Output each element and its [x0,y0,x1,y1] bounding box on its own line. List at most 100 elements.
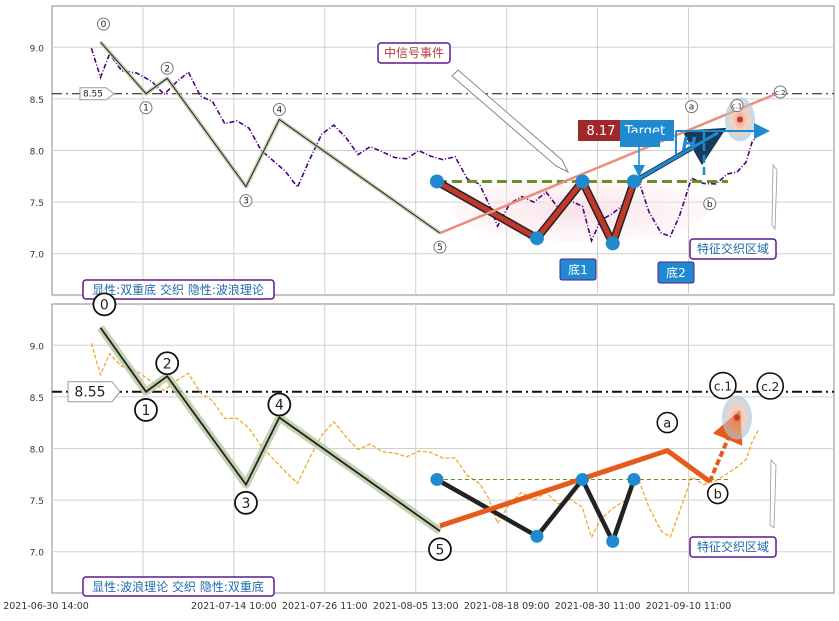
wave-label-circle [160,61,174,75]
wave-label-text: 4 [276,106,282,116]
abc-correction-line [439,448,712,529]
pattern-pivot-point [530,529,544,543]
wave-label-circle [234,490,258,515]
top-zone-label-box [689,238,777,260]
reference-line-label-box [79,87,115,101]
correction-label-text: a [689,103,695,113]
x-tick-label: 2021-07-14 10:00 [191,601,277,612]
breakout-marker-box [620,133,660,147]
x-tick-label: 2021-08-18 09:00 [464,601,550,612]
y-tick-label: 8.5 [30,96,44,106]
pattern-pivot-point [575,174,590,189]
wave-label-text: 2 [164,64,170,74]
breakout-arrow [633,131,719,183]
y-tick-label: 7.5 [30,497,44,507]
wave-label-text: 3 [243,197,249,207]
elliott-wave-line [99,327,441,532]
wave-label-circle [267,392,292,417]
target-value: 8.17 [587,124,616,139]
x-tick-label: 2021-09-10 11:00 [646,601,732,612]
y-tick-label: 7.0 [30,549,45,559]
height-label: H [681,134,696,155]
wave-label-circle [433,240,447,254]
wave-label-circle [134,398,158,422]
wave-label-circle [139,101,153,115]
y-tick-label: 7.5 [30,199,44,209]
signal-event-box [377,42,451,64]
wave-label-circle [92,292,117,317]
x-tick-label: 2021-08-30 11:00 [555,601,641,612]
wave-label-circle [155,351,180,376]
bottom-zone-label-box [689,536,777,558]
axis-labels: 9.0 8.5 8.0 7.5 7.0 9.0 8.5 8.0 7.5 7.0 2021-06-30… [3,44,731,612]
top-legend-text: 显性:双重底 交织 隐性:波浪理论 [92,282,264,297]
correction-label-text: a [663,417,671,432]
wave-label-text: 2 [163,356,172,372]
reference-line-label: 8.55 [74,385,105,401]
y-tick-label: 9.0 [30,342,45,352]
pattern-pivot-point [627,472,641,486]
bottom1-label: 底1 [568,262,588,277]
y-tick-label: 8.5 [30,394,44,404]
bottom-legend-box [82,576,275,597]
x-tick-label: 2021-06-30 14:00 [3,601,89,612]
bottom2-label: 底2 [666,265,686,280]
reference-line-label: 8.55 [83,90,103,100]
top-zone-label: 特征交织区域 [697,241,769,256]
pattern-pivot-point [606,534,620,548]
correction-label-text: b [707,200,713,210]
top-vertical-pointer [771,163,778,231]
correction-label-text: c.1 [732,103,743,111]
pattern-pivot-point [575,472,589,486]
y-tick-label: 8.0 [30,446,45,456]
pattern-pivot-point [626,174,641,189]
correction-label-text: b [714,488,722,503]
top-legend-box [82,279,275,300]
wave-label-text: 1 [143,104,149,114]
correction-label-circle [685,100,699,114]
x-tick-label: 2021-08-05 13:00 [373,601,459,612]
wave-label-circle [96,17,110,31]
signal-event-arrow [451,69,570,174]
correction-label-text: c.1 [714,380,732,394]
pattern-pivot-point [430,472,444,486]
target-center-point [737,116,744,123]
bottom2-label-box [657,261,695,284]
bottom-zone-label: 特征交织区域 [697,539,769,554]
bottom1-label-box [559,258,597,281]
elliott-wave-line [100,41,441,234]
wave-label-text: 0 [101,20,107,30]
price-series-line [90,48,759,244]
wave-label-text: 0 [100,297,109,313]
bottom-chart-panel: 8.55 0 1 2 3 4 5 a b c.1 c.2 特征交织区域 显性:波浪理论 交织 隐性… [52,292,834,597]
wave-label-text: 4 [275,398,284,414]
correction-label-circle [709,371,737,400]
y-tick-label: 8.0 [30,148,45,158]
signal-event-label: 中信号事件 [384,45,444,60]
correction-label-text: c.2 [775,89,786,97]
wave-label-text: 1 [142,403,151,419]
target-center-point [734,414,741,421]
y-tick-label: 9.0 [30,44,45,54]
reference-line-label-box [67,381,121,403]
correction-label-circle [773,85,787,99]
correction-label-circle [756,372,785,400]
wave-label-circle [239,194,253,208]
pattern-pivot-point [429,174,444,189]
price-series-line [90,343,759,540]
wave-label-text: 5 [436,542,445,558]
correction-label-text: c.2 [761,380,779,394]
wave-label-text: 3 [242,496,251,512]
y-tick-label: 7.0 [30,251,45,261]
target-value-box [578,120,624,141]
wave-label-text: 5 [437,243,443,253]
correction-label-circle [730,99,744,113]
pattern-pivot-point [529,231,544,246]
bottom-vertical-pointer [769,459,777,529]
pattern-pivot-point [605,236,620,251]
bottom-legend-text: 显性:波浪理论 交织 隐性:双重底 [92,579,264,594]
correction-label-circle [706,482,729,505]
